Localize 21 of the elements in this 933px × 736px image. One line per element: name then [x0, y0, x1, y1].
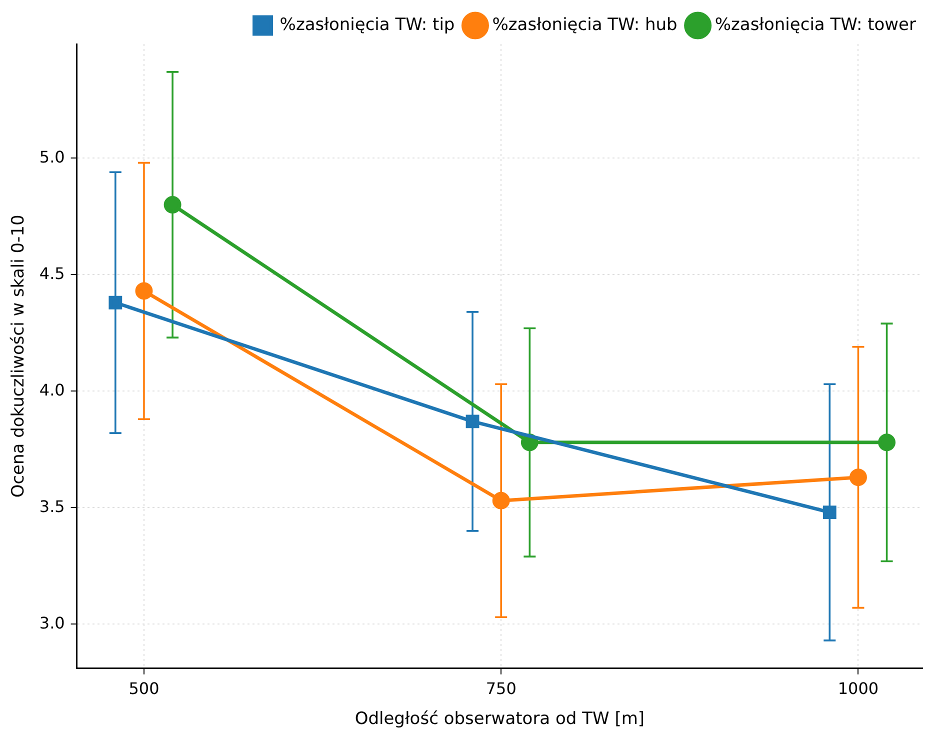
- legend-label: %zasłonięcia TW: tip: [280, 14, 455, 35]
- x-axis-title: Odległość obserwatora od TW [m]: [354, 709, 645, 730]
- point: [878, 434, 896, 452]
- legend-label: %zasłonięcia TW: tower: [714, 14, 916, 35]
- y-tick-label: 4.5: [39, 264, 65, 283]
- x-tick-label: 1000: [838, 679, 879, 698]
- point: [492, 492, 510, 510]
- y-tick-label: 3.0: [39, 613, 65, 632]
- y-axis-title: Ocena dokuczliwości w skali 0-10: [8, 214, 29, 498]
- point: [466, 414, 480, 428]
- x-tick-label: 500: [128, 679, 160, 698]
- point: [108, 296, 122, 310]
- y-tick-label: 3.5: [39, 496, 65, 516]
- y-tick-label: 5.0: [39, 147, 65, 166]
- point: [822, 506, 836, 519]
- point: [135, 282, 153, 300]
- legend-label: %zasłonięcia TW: hub: [492, 14, 678, 35]
- y-tick-label: 4.0: [39, 380, 65, 400]
- x-tick-label: 750: [486, 679, 516, 698]
- point: [849, 468, 867, 486]
- point: [164, 196, 182, 214]
